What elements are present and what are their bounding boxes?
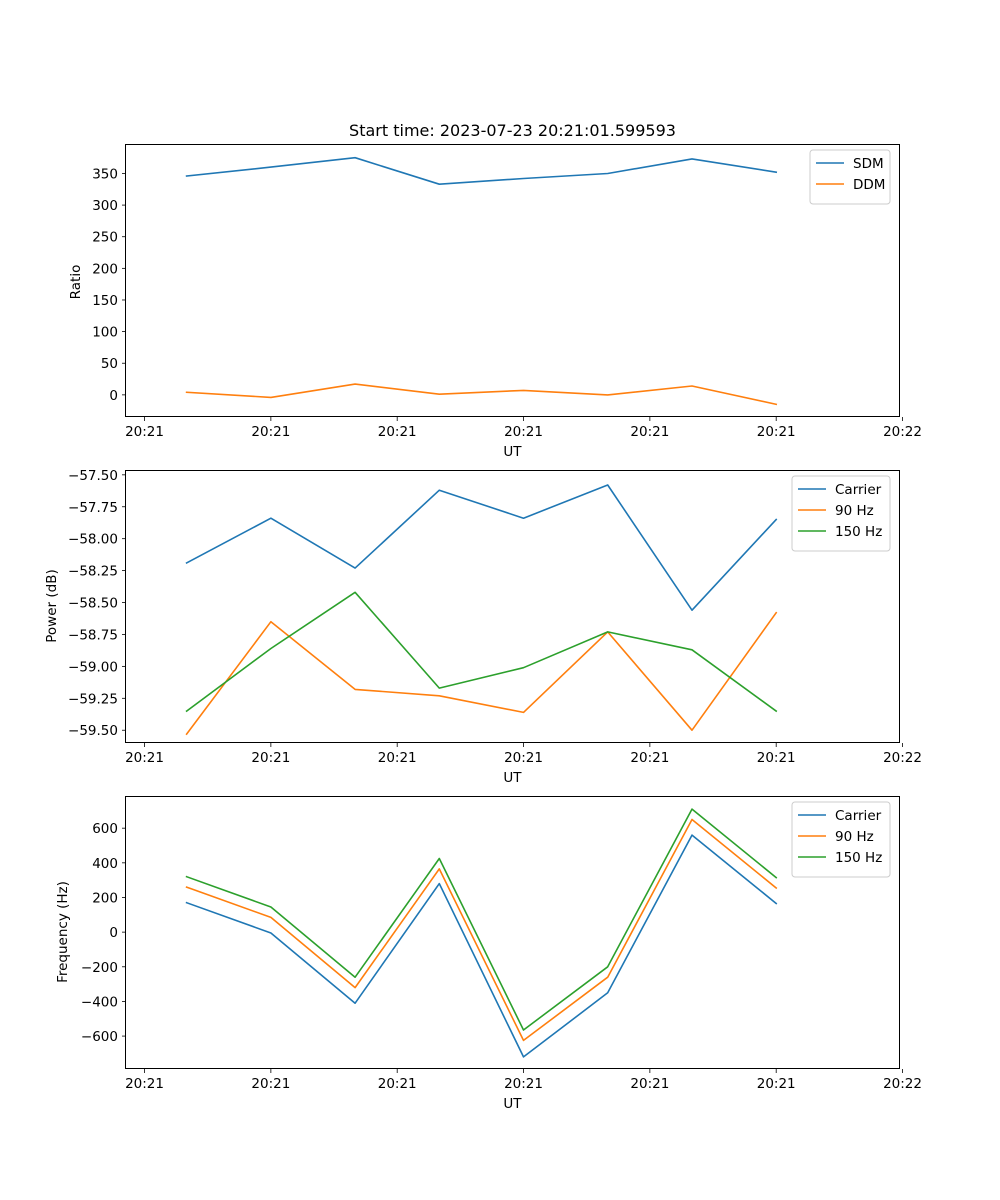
x-tick-label: 20:21	[757, 1076, 796, 1092]
y-tick-label: 250	[92, 230, 118, 246]
y-tick-label: −58.75	[68, 627, 118, 643]
chart-title: Start time: 2023-07-23 20:21:01.599593	[349, 121, 676, 140]
series-line-ddm	[185, 383, 778, 406]
x-tick-label: 20:21	[630, 1076, 669, 1092]
legend-label: Carrier	[835, 482, 882, 498]
series-line-sdm	[185, 156, 778, 185]
y-tick-label: −400	[81, 994, 118, 1010]
x-tick-label: 20:21	[251, 1076, 290, 1092]
y-tick-label: 150	[92, 293, 118, 309]
x-axis-label: UT	[503, 444, 522, 460]
power-panel: 20:21 20:21 20:21 20:21 20:21 20:21 20:22 −59.5…	[44, 468, 922, 786]
y-tick-label: −59.00	[68, 659, 118, 675]
y-axis-label: Power (dB)	[44, 569, 60, 642]
y-tick-label: −58.50	[68, 596, 118, 612]
y-tick-label: −59.25	[68, 691, 118, 707]
legend-box	[791, 801, 891, 878]
ratio-panel: Start time: 2023-07-23 20:21:01.599593 2…	[68, 121, 922, 460]
x-tick-label: 20:22	[883, 750, 922, 766]
series-line-150-hz	[185, 808, 778, 1031]
x-axis-label: UT	[503, 1096, 522, 1112]
x-tick-label: 20:21	[251, 750, 290, 766]
x-tick-label: 20:21	[378, 1076, 417, 1092]
x-tick-label: 20:21	[504, 424, 543, 440]
y-tick-label: −58.00	[68, 532, 118, 548]
legend-label: DDM	[853, 177, 885, 193]
y-tick-label: 200	[92, 261, 118, 277]
y-tick-label: 600	[92, 821, 118, 837]
y-tick-label: 350	[92, 166, 118, 182]
x-tick-label: 20:21	[504, 1076, 543, 1092]
x-tick-label: 20:21	[125, 1076, 164, 1092]
x-tick-label: 20:22	[883, 1076, 922, 1092]
series-line-carrier	[185, 484, 778, 612]
y-tick-label: −57.75	[68, 500, 118, 516]
series-line-carrier	[185, 834, 778, 1058]
legend-label: 150 Hz	[835, 524, 882, 540]
legend-label: SDM	[853, 156, 884, 172]
y-tick-label: −59.50	[68, 723, 118, 739]
legend-label: Carrier	[835, 808, 882, 824]
y-tick-label: −600	[81, 1029, 118, 1045]
x-tick-label: 20:21	[757, 424, 796, 440]
legend-label: 90 Hz	[835, 503, 874, 519]
x-tick-label: 20:22	[883, 424, 922, 440]
y-tick-label: −58.25	[68, 564, 118, 580]
y-tick-label: 50	[101, 356, 118, 372]
x-tick-label: 20:21	[378, 424, 417, 440]
legend-box	[791, 475, 891, 552]
y-axis-label: Frequency (Hz)	[55, 881, 71, 983]
x-tick-label: 20:21	[630, 750, 669, 766]
y-tick-label: 0	[109, 388, 118, 404]
y-tick-label: −57.50	[68, 468, 118, 484]
x-tick-label: 20:21	[630, 424, 669, 440]
y-tick-label: 100	[92, 325, 118, 341]
y-tick-label: 400	[92, 856, 118, 872]
plot-area-frame	[125, 470, 900, 743]
x-axis-label: UT	[503, 770, 522, 786]
x-tick-label: 20:21	[251, 424, 290, 440]
y-axis-label: Ratio	[68, 265, 84, 300]
x-tick-label: 20:21	[125, 424, 164, 440]
plot-area-frame	[125, 144, 900, 417]
legend-label: 150 Hz	[835, 850, 882, 866]
x-tick-label: 20:21	[504, 750, 543, 766]
y-tick-label: 200	[92, 890, 118, 906]
legend-label: 90 Hz	[835, 829, 874, 845]
y-tick-label: 300	[92, 198, 118, 214]
x-tick-label: 20:21	[757, 750, 796, 766]
y-tick-label: 0	[109, 925, 118, 941]
x-tick-label: 20:21	[125, 750, 164, 766]
frequency-panel: 20:21 20:21 20:21 20:21 20:21 20:21 20:22 −600 −…	[55, 796, 922, 1112]
series-line-90-hz	[185, 611, 778, 736]
series-line-150-hz	[185, 591, 778, 713]
y-tick-label: −200	[81, 960, 118, 976]
series-line-90-hz	[185, 818, 778, 1042]
x-tick-label: 20:21	[378, 750, 417, 766]
